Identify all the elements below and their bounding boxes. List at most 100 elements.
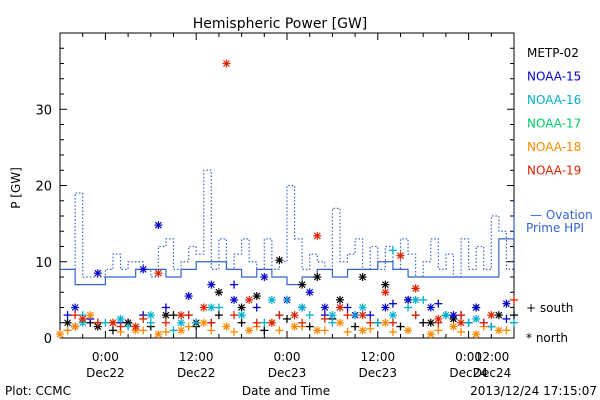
north-point-d2 xyxy=(215,288,223,296)
north-point xyxy=(313,326,322,335)
south-point xyxy=(252,303,261,312)
south-point xyxy=(275,326,284,335)
south-point xyxy=(434,299,443,308)
north-point-d2 xyxy=(185,292,193,300)
north-point xyxy=(328,311,337,320)
north-point-d2 xyxy=(381,304,389,311)
north-point-d2 xyxy=(306,288,314,296)
north-point-d2 xyxy=(86,311,94,319)
legend-item: NOAA-19 xyxy=(527,164,581,178)
chart-title: Hemispheric Power [GW] xyxy=(193,16,368,32)
north-point-d2 xyxy=(336,319,344,327)
y-tick-label: 0 xyxy=(44,332,52,347)
north-point xyxy=(381,288,390,297)
north-point-d2 xyxy=(238,311,246,319)
south-point xyxy=(510,295,518,304)
north-point xyxy=(358,273,367,281)
north-point-d2 xyxy=(457,319,465,327)
south-point xyxy=(373,318,382,327)
north-point xyxy=(177,326,186,335)
north-point xyxy=(290,322,299,331)
south-point xyxy=(305,311,314,320)
legend-north-marker: * north xyxy=(526,331,568,345)
south-point xyxy=(510,318,518,327)
north-point-d2 xyxy=(207,304,215,311)
south-point xyxy=(343,303,352,312)
north-point xyxy=(426,303,435,312)
north-point xyxy=(237,303,246,312)
north-point-d2 xyxy=(381,288,389,296)
south-point xyxy=(464,318,473,327)
north-point xyxy=(275,256,284,265)
legend-south-marker: + south xyxy=(526,301,573,315)
x-tick-date: Dec22 xyxy=(86,366,125,380)
north-point xyxy=(358,326,367,335)
north-point xyxy=(426,330,435,339)
north-point xyxy=(71,303,80,312)
north-point-d2 xyxy=(336,304,344,311)
x-tick-time: 0:00 xyxy=(274,350,301,364)
legend-item: METP-02 xyxy=(527,46,579,60)
south-point xyxy=(502,314,511,323)
north-point-d2 xyxy=(298,304,306,311)
north-point-d2 xyxy=(336,296,344,304)
south-point xyxy=(343,327,352,336)
north-point-d2 xyxy=(230,296,238,304)
south-point xyxy=(108,326,117,335)
north-point xyxy=(207,280,216,289)
ovation-lines xyxy=(60,169,515,286)
north-point-d2 xyxy=(487,311,495,319)
north-point-d2 xyxy=(154,221,162,229)
south-point xyxy=(161,327,170,336)
south-point xyxy=(184,322,193,331)
north-point-d2 xyxy=(472,304,480,311)
north-point xyxy=(56,330,64,339)
north-point-d2 xyxy=(434,315,442,323)
north-point-d2 xyxy=(71,323,79,330)
x-tick-time: 0:00 xyxy=(455,350,482,364)
north-point xyxy=(472,314,481,323)
y-axis-label: P [GW] xyxy=(9,167,23,209)
south-point xyxy=(169,326,178,335)
north-point-d2 xyxy=(139,265,147,273)
north-point xyxy=(108,318,117,327)
north-point xyxy=(298,303,307,312)
legend-item: NOAA-17 xyxy=(527,117,581,131)
x-tick-date: Dec24 xyxy=(473,366,512,380)
south-point xyxy=(388,327,397,336)
south-point xyxy=(192,318,201,327)
north-point-d2 xyxy=(313,273,321,281)
south-point xyxy=(101,318,110,327)
north-point xyxy=(78,314,87,323)
south-point xyxy=(116,322,125,331)
north-point xyxy=(320,303,329,312)
north-point xyxy=(93,269,102,278)
legend-item: NOAA-16 xyxy=(527,93,581,107)
south-point xyxy=(169,311,178,320)
south-point xyxy=(320,326,329,335)
x-tick-labels: 0:00 Dec22 12:00 Dec22 0:00 Dec23 12:00 Dec23 0:… xyxy=(86,350,511,380)
south-point xyxy=(230,280,239,289)
south-point xyxy=(510,311,518,320)
south-point xyxy=(328,318,337,327)
north-point-d2 xyxy=(381,281,389,289)
north-point xyxy=(161,311,170,320)
south-point xyxy=(305,322,314,331)
north-point xyxy=(411,295,420,304)
south-point xyxy=(63,311,72,320)
x-axis-label: Date and Time xyxy=(242,384,330,398)
south-point xyxy=(479,318,488,327)
south-point xyxy=(366,311,375,320)
north-point-d2 xyxy=(132,323,140,330)
north-point xyxy=(472,303,481,312)
footer-plot-credit: Plot: CCMC xyxy=(5,384,71,398)
south-point xyxy=(161,318,170,327)
south-point xyxy=(237,318,246,327)
north-point-d2 xyxy=(291,311,298,319)
north-point xyxy=(222,322,231,331)
south-point xyxy=(457,311,466,320)
north-point-d2 xyxy=(291,323,298,330)
north-point xyxy=(411,284,420,293)
north-point xyxy=(199,303,208,312)
